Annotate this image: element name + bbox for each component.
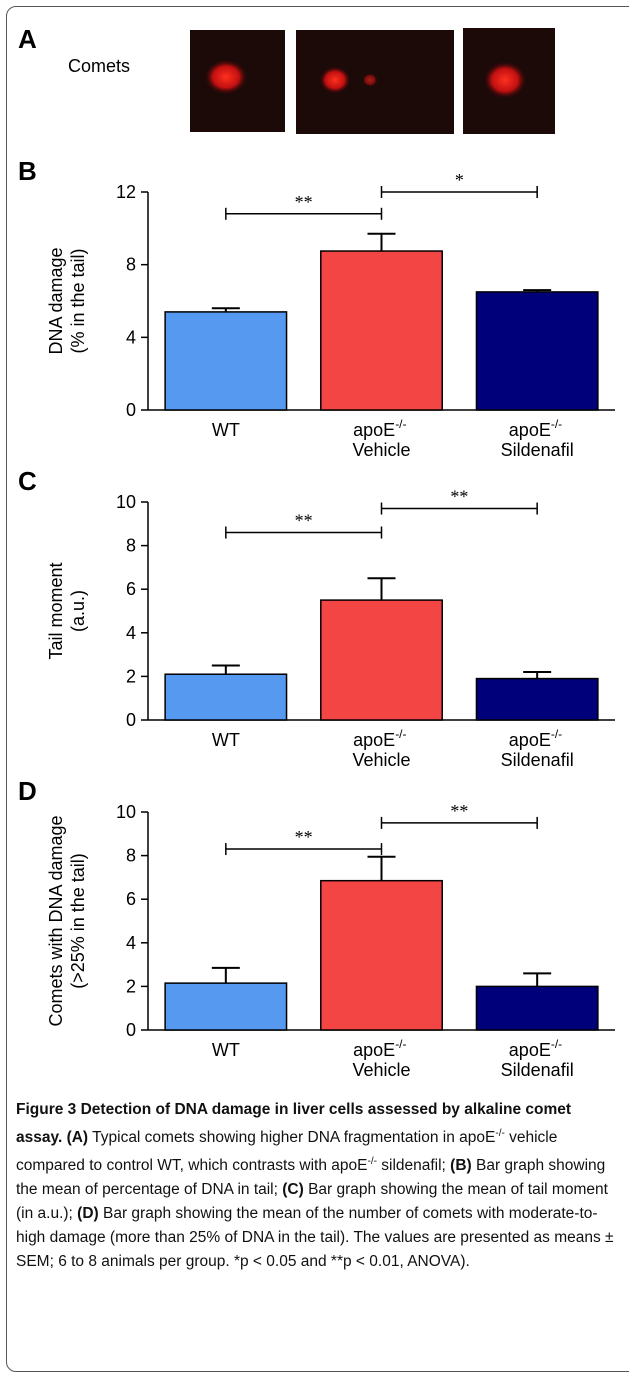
- caption-bold: Figure 3 Detection of DNA damage in live…: [16, 1101, 572, 1147]
- significance-label: **: [450, 801, 468, 821]
- figure-caption: Figure 3 Detection of DNA damage in live…: [16, 1098, 621, 1274]
- y-tick-label: 8: [126, 846, 136, 866]
- y-tick-label: 0: [126, 1020, 136, 1040]
- y-axis-label: (a.u.): [68, 590, 88, 632]
- figure-frame: [6, 6, 629, 1372]
- caption-text: Bar graph showing the mean of percentage…: [16, 1157, 606, 1199]
- x-tick-label: apoE-/- Sildenafil: [501, 727, 574, 770]
- y-tick-label: 0: [126, 400, 136, 420]
- y-axis-label: Comets with DNA damage: [46, 815, 66, 1026]
- bar: [320, 879, 443, 1031]
- caption-text: Typical comets showing higher DNA fragme…: [88, 1129, 496, 1147]
- bar: [320, 250, 443, 411]
- x-tick-label: WT: [212, 1040, 240, 1060]
- caption-superscript: -/-: [367, 1156, 377, 1168]
- panel-label: A: [18, 24, 37, 54]
- y-tick-label: 8: [126, 255, 136, 275]
- significance-label: **: [295, 192, 313, 212]
- y-tick-label: 4: [126, 933, 136, 953]
- caption-text: Bar graph showing the mean of tail momen…: [16, 1181, 608, 1223]
- bar: [475, 985, 599, 1031]
- y-tick-label: 12: [116, 182, 136, 202]
- y-tick-label: 10: [116, 802, 136, 822]
- caption-bold: (A): [66, 1129, 89, 1147]
- y-axis-label: (>25% in the tail): [68, 853, 88, 989]
- y-tick-label: 4: [126, 623, 136, 643]
- y-tick-label: 6: [126, 579, 136, 599]
- significance-label: **: [295, 511, 313, 531]
- significance-label: *: [455, 170, 464, 190]
- y-tick-label: 4: [126, 327, 136, 347]
- significance-label: **: [295, 827, 313, 847]
- comet-images: [190, 28, 555, 134]
- panel-label: C: [18, 466, 37, 496]
- caption-bold: (B): [450, 1157, 472, 1175]
- significance-label: **: [450, 487, 468, 507]
- bar: [164, 311, 288, 411]
- bar: [475, 677, 599, 721]
- caption-superscript: -/-: [495, 1128, 505, 1139]
- panel-label: B: [18, 156, 37, 186]
- caption-bold: (C): [282, 1181, 304, 1199]
- x-tick-label: apoE-/- Vehicle: [352, 727, 410, 770]
- caption-text: Bar graph showing the mean of the number…: [16, 1205, 614, 1271]
- x-tick-label: apoE-/- Sildenafil: [501, 1037, 574, 1080]
- y-tick-label: 2: [126, 976, 136, 996]
- y-axis-label: DNA damage: [46, 247, 66, 354]
- y-axis-label: Tail moment: [46, 562, 66, 659]
- panel-title: Comets: [68, 56, 130, 76]
- y-tick-label: 6: [126, 889, 136, 909]
- bar: [164, 673, 288, 721]
- bar: [475, 291, 599, 411]
- caption-bold: (D): [77, 1205, 99, 1223]
- x-tick-label: apoE-/- Sildenafil: [501, 417, 574, 460]
- y-tick-label: 10: [116, 492, 136, 512]
- x-tick-label: WT: [212, 730, 240, 750]
- y-tick-label: 0: [126, 710, 136, 730]
- x-tick-label: WT: [212, 420, 240, 440]
- y-tick-label: 2: [126, 666, 136, 686]
- bar: [164, 982, 288, 1031]
- y-tick-label: 8: [126, 536, 136, 556]
- caption-text: vehicle compared to control WT, which co…: [16, 1129, 558, 1175]
- y-axis-label: (% in the tail): [68, 248, 88, 353]
- bar: [320, 599, 443, 721]
- panel-label: D: [18, 776, 37, 806]
- x-tick-label: apoE-/- Vehicle: [352, 1037, 410, 1080]
- caption-text: sildenafil;: [376, 1157, 451, 1175]
- figure: A Comets B DNA damage (% in the tail) 0 4 8 12…: [18, 24, 615, 1080]
- x-tick-label: apoE-/- Vehicle: [352, 417, 410, 460]
